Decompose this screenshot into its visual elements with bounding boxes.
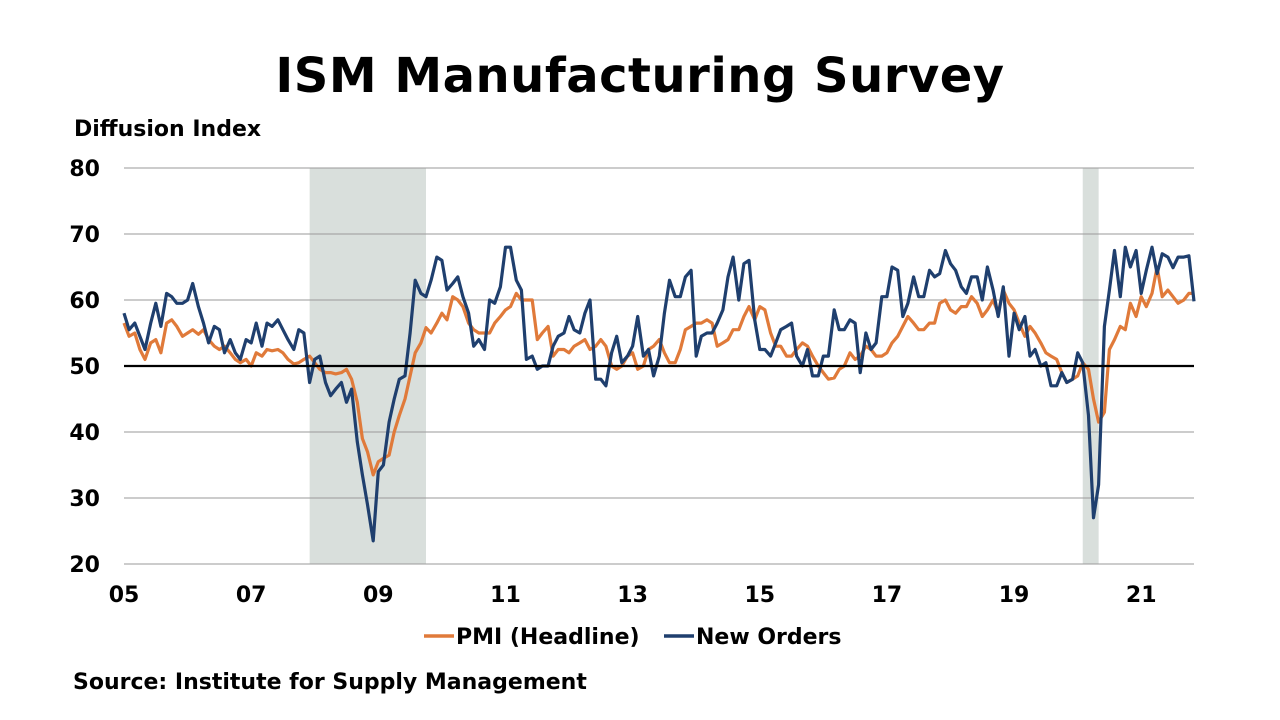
y-tick-label: 70 <box>69 223 100 248</box>
x-tick-label: 09 <box>363 583 394 608</box>
y-tick-label: 20 <box>69 553 100 578</box>
legend-label-0: PMI (Headline) <box>456 625 640 650</box>
y-tick-label: 60 <box>69 289 100 314</box>
y-tick-label: 40 <box>69 421 100 446</box>
y-axis-ticks: 20 30 40 50 60 70 80 <box>69 157 100 578</box>
x-tick-label: 05 <box>109 583 140 608</box>
x-tick-label: 17 <box>872 583 903 608</box>
series-line-new-orders <box>122 245 1196 543</box>
source-note: Source: Institute for Supply Management <box>73 670 587 695</box>
x-tick-label: 19 <box>999 583 1030 608</box>
series-lines <box>122 245 1196 543</box>
legend-label-1: New Orders <box>696 625 841 650</box>
y-tick-label: 80 <box>69 157 100 182</box>
x-tick-label: 13 <box>617 583 648 608</box>
y-tick-label: 50 <box>69 355 100 380</box>
chart-title: ISM Manufacturing Survey <box>275 48 1005 104</box>
y-axis-label: Diffusion Index <box>74 117 262 142</box>
x-tick-label: 11 <box>490 583 521 608</box>
x-axis-ticks: 05 07 09 11 13 15 17 19 21 <box>109 583 1157 608</box>
legend: PMI (Headline) New Orders <box>424 625 841 650</box>
x-tick-label: 21 <box>1126 583 1157 608</box>
x-tick-label: 07 <box>236 583 267 608</box>
gridlines <box>124 167 1194 565</box>
y-tick-label: 30 <box>69 487 100 512</box>
x-tick-label: 15 <box>744 583 775 608</box>
series-line-pmi <box>122 265 1194 477</box>
